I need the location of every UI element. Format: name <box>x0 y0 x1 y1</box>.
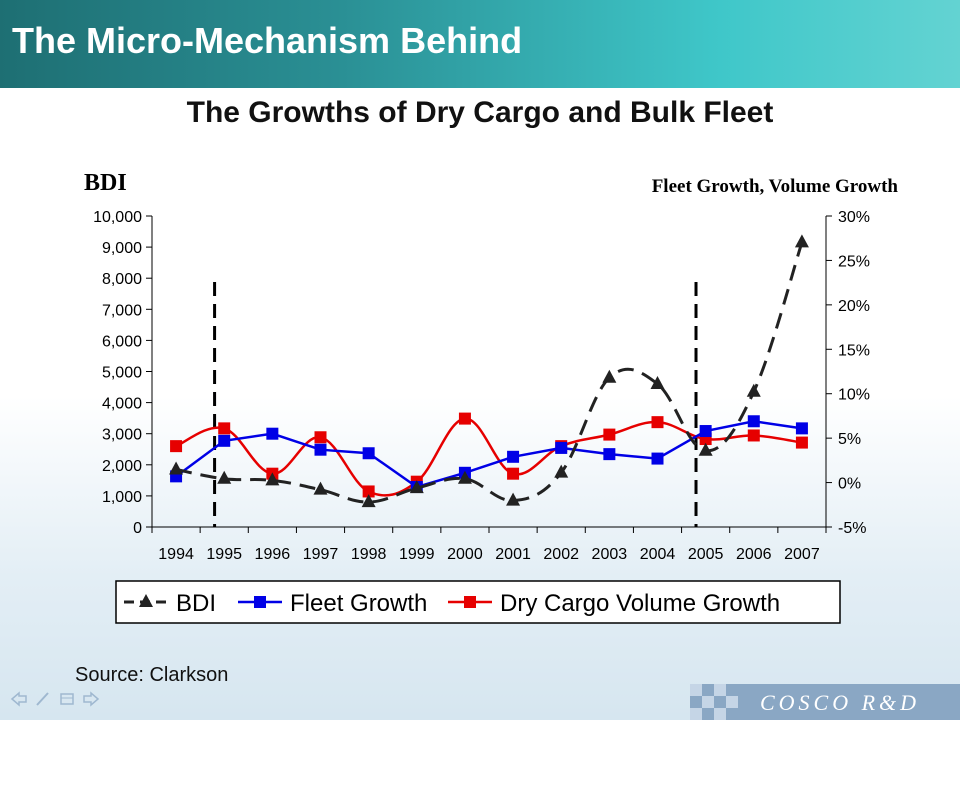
data-point-dry-cargo-volume-growth <box>507 467 520 480</box>
x-tick-label: 1994 <box>158 546 194 563</box>
x-tick-label: 2004 <box>640 546 676 563</box>
data-point-fleet-growth <box>795 422 808 435</box>
page-title: The Micro-Mechanism Behind <box>12 20 523 61</box>
nav-controls <box>10 690 100 708</box>
series-line-fleet-growth <box>175 420 803 489</box>
y-left-tick-label: 9,000 <box>102 240 142 257</box>
data-point-dry-cargo-volume-growth <box>603 428 616 441</box>
data-point-dry-cargo-volume-growth <box>218 422 231 435</box>
forward-arrow-icon[interactable] <box>82 690 100 708</box>
x-tick-label: 2005 <box>688 546 724 563</box>
legend-swatch-marker <box>254 596 266 608</box>
y-left-tick-label: 8,000 <box>102 271 142 288</box>
y-left-tick-label: 6,000 <box>102 333 142 350</box>
data-point-bdi <box>361 494 376 508</box>
x-tick-label: 1997 <box>303 546 339 563</box>
data-point-bdi <box>698 442 713 456</box>
checker-pattern <box>690 684 738 720</box>
x-tick-label: 2002 <box>543 546 579 563</box>
x-tick-label: 1996 <box>255 546 291 563</box>
x-tick-label: 1998 <box>351 546 387 563</box>
data-point-fleet-growth <box>362 447 375 460</box>
chart-title: The Growths of Dry Cargo and Bulk Fleet <box>186 96 774 129</box>
y-right-tick-label: 10% <box>838 387 870 404</box>
x-tick-label: 1995 <box>206 546 242 563</box>
y-left-tick-label: 7,000 <box>102 302 142 319</box>
y-right-tick-label: 5% <box>838 431 861 448</box>
title-bar: The Micro-Mechanism Behind <box>0 0 960 88</box>
x-tick-label: 2007 <box>784 546 820 563</box>
data-point-dry-cargo-volume-growth <box>651 416 664 429</box>
data-point-fleet-growth <box>555 441 568 454</box>
data-point-bdi <box>554 464 569 478</box>
chart: BDI Fleet Growth, Volume Growth 0 1,000 2,0… <box>84 170 899 624</box>
legend-swatch-marker <box>464 596 476 608</box>
data-point-fleet-growth <box>747 415 760 428</box>
legend-label-fleet-growth: Fleet Growth <box>290 590 427 617</box>
y-left-tick-label: 2,000 <box>102 458 142 475</box>
data-point-dry-cargo-volume-growth <box>747 429 760 442</box>
data-point-dry-cargo-volume-growth <box>458 412 471 425</box>
brand-logo-text: COSCO R&D <box>760 690 921 715</box>
data-point-bdi <box>794 234 809 248</box>
data-point-bdi <box>409 480 424 494</box>
y-left-tick-label: 10,000 <box>93 209 142 226</box>
y-right-axis-label: Fleet Growth, Volume Growth <box>652 176 899 197</box>
data-point-fleet-growth <box>603 448 616 461</box>
y-left-tick-label: 1,000 <box>102 489 142 506</box>
legend-label-dry-cargo-volume-growth: Dry Cargo Volume Growth <box>500 590 780 617</box>
data-point-fleet-growth <box>651 452 664 465</box>
data-point-bdi <box>313 481 328 495</box>
series-line-dry-cargo-volume-growth <box>175 417 803 497</box>
data-point-bdi <box>650 375 665 389</box>
series-line-bdi <box>175 241 804 504</box>
y-left-tick-label: 3,000 <box>102 427 142 444</box>
y-left-tick-label: 4,000 <box>102 396 142 413</box>
data-point-bdi <box>217 470 232 484</box>
y-left-tick-label: 5,000 <box>102 365 142 382</box>
data-point-bdi <box>457 470 472 484</box>
legend-label-bdi: BDI <box>176 590 216 617</box>
back-arrow-icon[interactable] <box>10 690 28 708</box>
x-tick-label: 2003 <box>592 546 628 563</box>
y-right-tick-label: -5% <box>838 520 866 537</box>
data-point-dry-cargo-volume-growth <box>170 440 183 453</box>
x-tick-label: 2001 <box>495 546 531 563</box>
data-point-fleet-growth <box>266 427 279 440</box>
legend-swatch-marker <box>139 594 153 607</box>
data-point-bdi <box>169 461 184 475</box>
data-point-fleet-growth <box>699 425 712 438</box>
y-right-tick-label: 0% <box>838 476 861 493</box>
data-point-bdi <box>265 472 280 486</box>
x-tick-label: 2006 <box>736 546 772 563</box>
y-right-tick-label: 30% <box>838 209 870 226</box>
y-right-tick-label: 25% <box>838 253 870 270</box>
brand-bar: COSCO R&D <box>690 684 960 720</box>
data-point-dry-cargo-volume-growth <box>362 485 375 498</box>
y-right-tick-label: 15% <box>838 342 870 359</box>
x-tick-label: 1999 <box>399 546 435 563</box>
y-left-axis-label: BDI <box>84 170 127 196</box>
pen-icon[interactable] <box>34 690 52 708</box>
x-tick-label: 2000 <box>447 546 483 563</box>
source-note: Source: Clarkson <box>75 664 229 686</box>
data-point-fleet-growth <box>314 443 327 456</box>
data-point-bdi <box>506 492 521 506</box>
menu-icon[interactable] <box>58 690 76 708</box>
data-point-bdi <box>602 369 617 383</box>
data-point-dry-cargo-volume-growth <box>795 436 808 449</box>
data-point-bdi <box>746 383 761 397</box>
data-point-fleet-growth <box>507 450 520 463</box>
data-point-dry-cargo-volume-growth <box>314 431 327 444</box>
y-right-tick-label: 20% <box>838 298 870 315</box>
y-left-tick-label: 0 <box>133 520 142 537</box>
data-point-fleet-growth <box>218 434 231 447</box>
